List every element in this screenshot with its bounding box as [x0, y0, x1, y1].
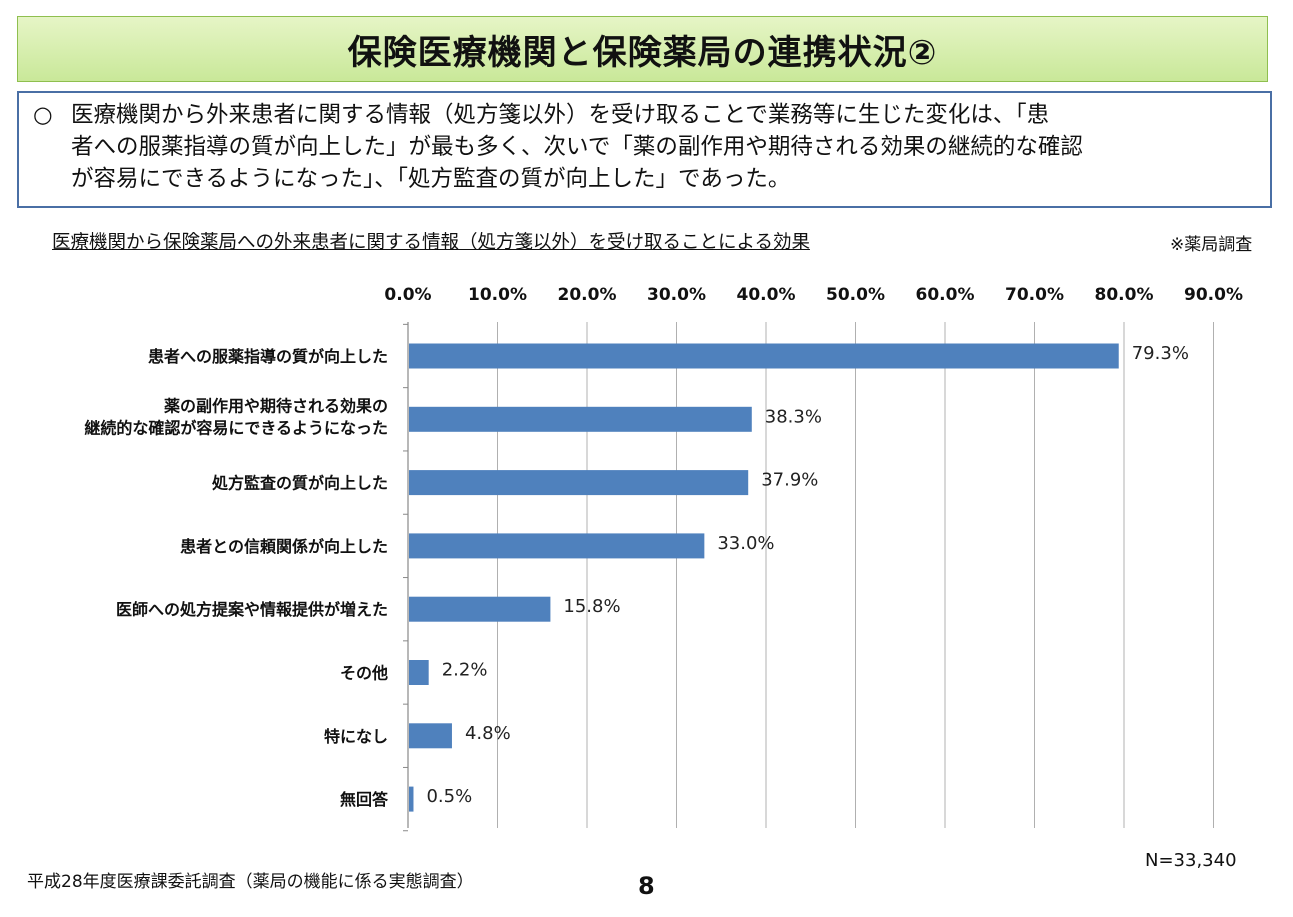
bar: [409, 343, 1119, 369]
category-label: 医師への処方提案や情報提供が増えた: [116, 600, 388, 619]
bar-value-label: 37.9%: [761, 470, 818, 491]
bar-value-label: 2.2%: [442, 660, 488, 681]
category-label: 患者との信頼関係が向上した: [180, 537, 388, 556]
survey-note: ※薬局調査: [1170, 235, 1253, 255]
x-tick-label: 70.0%: [1005, 285, 1064, 305]
bar-value-label: 79.3%: [1132, 343, 1189, 364]
category-label: 無回答: [340, 790, 389, 809]
source-note: 平成28年度医療課委託調査（薬局の機能に係る実態調査）: [27, 872, 474, 892]
bar-value-label: 0.5%: [426, 786, 472, 807]
x-tick-label: 0.0%: [384, 285, 431, 305]
x-tick-label: 30.0%: [647, 285, 706, 305]
chart-title: 医療機関から保険薬局への外来患者に関する情報（処方箋以外）を受け取ることによる効…: [52, 232, 810, 253]
summary-line-1: ○ 医療機関から外来患者に関する情報（処方箋以外）を受け取ることで業務等に生じた変…: [33, 99, 1256, 131]
category-label: その他: [340, 664, 388, 683]
x-tick-label: 50.0%: [826, 285, 885, 305]
x-tick-label: 40.0%: [737, 285, 796, 305]
page-number: 8: [638, 872, 655, 900]
bar-value-label: 4.8%: [465, 723, 511, 744]
bar-value-label: 33.0%: [717, 533, 774, 554]
x-tick-label: 10.0%: [468, 285, 527, 305]
bar: [409, 406, 752, 432]
x-tick-label: 60.0%: [916, 285, 975, 305]
bar-value-label: 15.8%: [563, 596, 620, 617]
x-tick-label: 80.0%: [1095, 285, 1154, 305]
title-banner: 保険医療機関と保険薬局の連携状況②: [17, 16, 1268, 82]
bar: [409, 533, 705, 559]
bar: [409, 786, 414, 812]
bar: [409, 596, 551, 622]
bar: [409, 660, 429, 685]
summary-line-2: 者への服薬指導の質が向上した」が最も多く、次いで「薬の副作用や期待される効果の継…: [71, 134, 1083, 160]
bar-value-label: 38.3%: [765, 406, 822, 427]
category-label: 継続的な確認が容易にできるようになった: [84, 418, 388, 437]
summary-box: ○ 医療機関から外来患者に関する情報（処方箋以外）を受け取ることで業務等に生じた変…: [17, 91, 1272, 208]
x-tick-label: 90.0%: [1184, 285, 1243, 305]
page-title: 保険医療機関と保険薬局の連携状況②: [347, 32, 938, 73]
sample-size-note: N=33,340: [1145, 850, 1237, 871]
bar: [409, 723, 452, 749]
x-tick-label: 20.0%: [558, 285, 617, 305]
category-label: 特になし: [324, 727, 388, 746]
bullet-icon: ○: [33, 102, 53, 128]
category-label: 処方監査の質が向上した: [212, 474, 388, 493]
summary-text-1: 医療機関から外来患者に関する情報（処方箋以外）を受け取ることで業務等に生じた変化…: [71, 102, 1050, 128]
category-label: 患者への服薬指導の質が向上した: [148, 347, 388, 366]
summary-line-3: が容易にできるようになった」、「処方監査の質が向上した」であった。: [71, 166, 791, 192]
category-label: 薬の副作用や期待される効果の: [163, 396, 388, 415]
bar: [409, 470, 749, 496]
